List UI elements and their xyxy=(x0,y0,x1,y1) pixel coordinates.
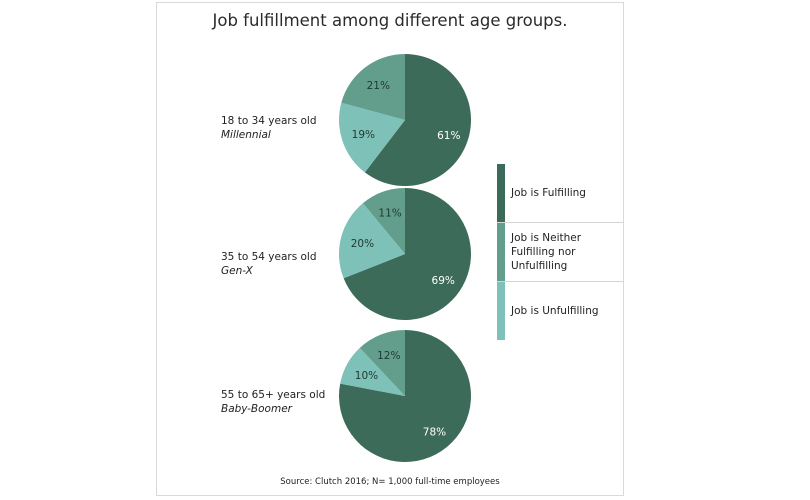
legend-swatch xyxy=(497,223,505,281)
legend-label: Job is Unfulfilling xyxy=(511,305,599,317)
slice-value-label: 12% xyxy=(377,350,400,362)
slice-fulfilling xyxy=(343,188,472,320)
source-note: Source: Clutch 2016; N= 1,000 full-time … xyxy=(280,477,500,487)
legend-item-fulfilling: Job is Fulfilling xyxy=(497,164,623,223)
legend-item-neither: Job is Neither Fulfilling nor Unfulfilli… xyxy=(497,223,623,282)
slice-neither xyxy=(359,330,405,396)
group-age-label: 35 to 54 years old xyxy=(221,251,317,263)
slice-value-label: 20% xyxy=(351,238,374,250)
slice-value-label: 21% xyxy=(367,80,390,92)
slice-unfulfilling xyxy=(339,102,405,173)
slice-value-label: 19% xyxy=(352,129,375,141)
legend-swatch xyxy=(497,282,505,340)
slice-neither xyxy=(362,188,405,254)
group-generation-label: Gen-X xyxy=(221,265,253,277)
group-age-label: 55 to 65+ years old xyxy=(221,389,326,401)
slice-unfulfilling xyxy=(339,203,405,279)
slice-value-label: 11% xyxy=(378,208,401,220)
group-label-genx: 35 to 54 years old Gen-X xyxy=(221,250,317,278)
group-label-babyboomer: 55 to 65+ years old Baby-Boomer xyxy=(221,388,325,416)
legend-item-unfulfilling: Job is Unfulfilling xyxy=(497,282,623,340)
legend-label: Job is Neither Fulfilling nor Unfulfilli… xyxy=(511,232,582,272)
slice-value-label: 69% xyxy=(432,275,455,287)
chart-card: Job fulfillment among different age grou… xyxy=(156,2,624,496)
slice-value-label: 78% xyxy=(423,427,446,439)
legend: Job is Fulfilling Job is Neither Fulfill… xyxy=(497,164,623,340)
slice-fulfilling xyxy=(339,330,472,462)
group-generation-label: Baby-Boomer xyxy=(221,403,292,415)
group-label-millennial: 18 to 34 years old Millennial xyxy=(221,114,317,142)
slice-value-label: 61% xyxy=(437,130,460,142)
group-age-label: 18 to 34 years old xyxy=(221,115,317,127)
legend-swatch xyxy=(497,164,505,222)
slice-neither xyxy=(341,54,405,120)
group-generation-label: Millennial xyxy=(221,129,271,141)
legend-label: Job is Fulfilling xyxy=(511,187,586,199)
slice-fulfilling xyxy=(364,54,471,186)
pie-charts: 61% 19% 21% 69% 20% 11% 78% 10% 12% xyxy=(339,54,472,462)
slice-unfulfilling xyxy=(340,347,405,396)
slice-value-label: 10% xyxy=(355,370,378,382)
chart-title: Job fulfillment among different age grou… xyxy=(212,11,568,30)
